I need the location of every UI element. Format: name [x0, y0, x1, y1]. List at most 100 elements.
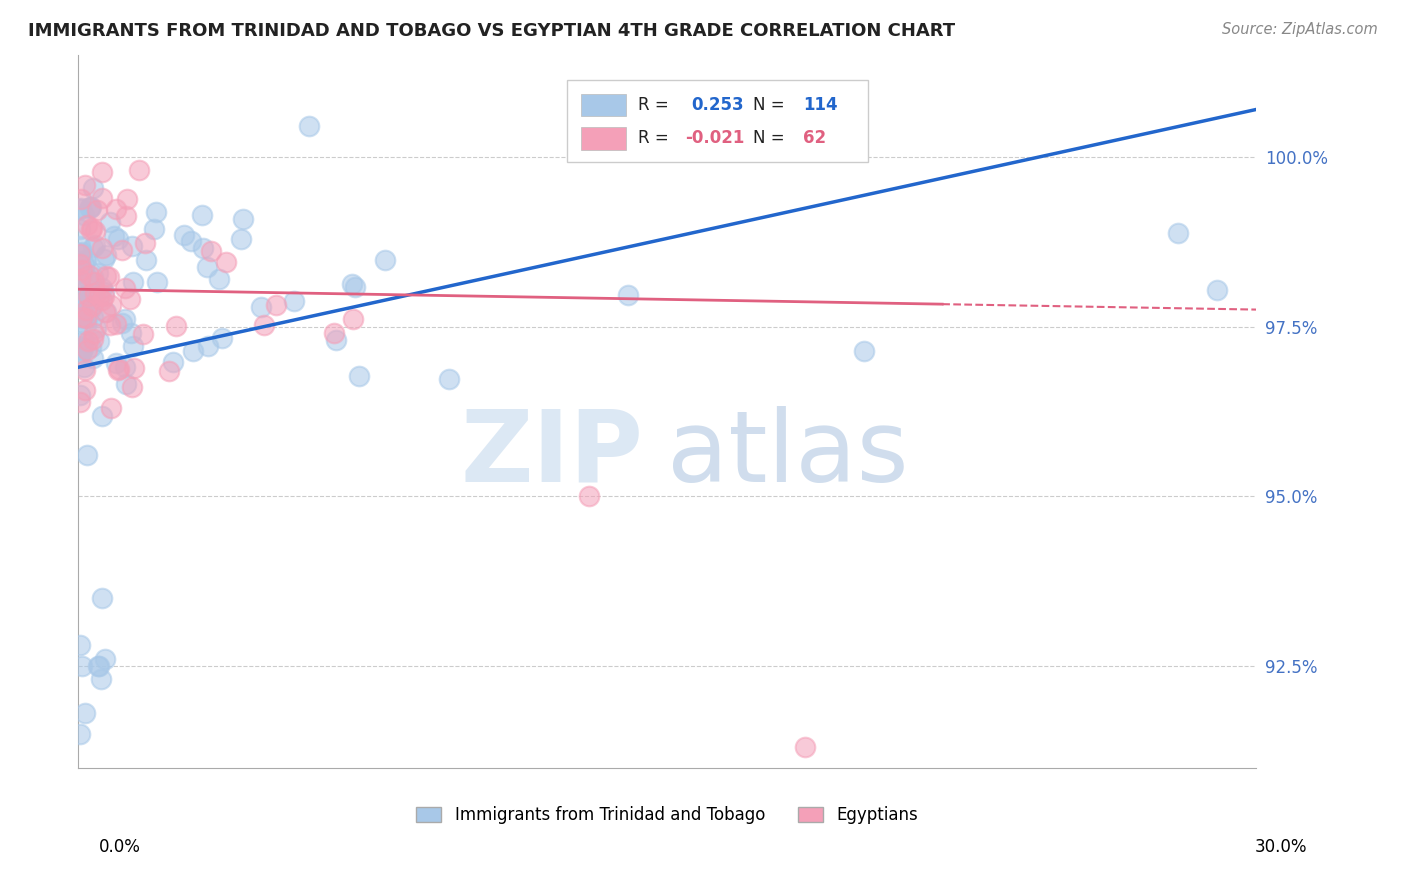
- Point: [69, 255, 91, 269]
- Point: [195, 260, 218, 274]
- Point: [114, 312, 136, 326]
- Point: [852, 344, 875, 359]
- Point: [145, 204, 167, 219]
- Point: [91, 293, 114, 308]
- Point: [69, 247, 91, 261]
- Point: [104, 202, 127, 217]
- Point: [82, 332, 104, 346]
- Point: [231, 232, 253, 246]
- Text: R =: R =: [638, 129, 673, 147]
- Point: [76, 343, 98, 357]
- FancyBboxPatch shape: [581, 127, 626, 150]
- Point: [437, 371, 460, 385]
- Point: [73, 208, 96, 222]
- Point: [69, 222, 91, 236]
- Point: [114, 359, 136, 374]
- Point: [344, 280, 367, 294]
- Point: [70, 192, 93, 206]
- Point: [214, 255, 236, 269]
- Point: [79, 340, 101, 354]
- Text: N =: N =: [754, 129, 790, 147]
- Point: [83, 275, 105, 289]
- Text: 0.0%: 0.0%: [98, 838, 141, 856]
- Point: [87, 658, 110, 673]
- Point: [211, 331, 233, 345]
- Point: [193, 241, 215, 255]
- Point: [82, 286, 104, 301]
- Point: [86, 658, 108, 673]
- Point: [322, 326, 344, 341]
- Point: [96, 304, 118, 318]
- Point: [120, 326, 142, 340]
- Point: [87, 289, 110, 303]
- Point: [340, 277, 363, 291]
- Point: [121, 380, 143, 394]
- Point: [69, 639, 91, 653]
- Point: [90, 241, 112, 255]
- Point: [86, 202, 108, 217]
- Point: [70, 658, 93, 673]
- Point: [82, 240, 104, 254]
- Point: [73, 256, 96, 270]
- Point: [76, 311, 98, 326]
- Text: ZIP: ZIP: [461, 406, 644, 502]
- Point: [69, 726, 91, 740]
- Point: [173, 228, 195, 243]
- Point: [197, 338, 219, 352]
- Point: [75, 295, 97, 310]
- Point: [69, 257, 91, 271]
- Point: [83, 326, 105, 340]
- Point: [578, 489, 600, 503]
- Point: [83, 224, 105, 238]
- Point: [91, 409, 114, 424]
- Point: [77, 268, 100, 283]
- Text: IMMIGRANTS FROM TRINIDAD AND TOBAGO VS EGYPTIAN 4TH GRADE CORRELATION CHART: IMMIGRANTS FROM TRINIDAD AND TOBAGO VS E…: [28, 22, 955, 40]
- Point: [253, 318, 276, 332]
- Point: [70, 244, 93, 259]
- Text: N =: N =: [754, 96, 790, 114]
- Point: [79, 303, 101, 318]
- Point: [232, 211, 254, 226]
- Point: [70, 262, 93, 277]
- Point: [69, 246, 91, 260]
- Point: [79, 223, 101, 237]
- Point: [94, 305, 117, 319]
- Point: [76, 219, 98, 233]
- Text: 114: 114: [803, 96, 838, 114]
- Point: [70, 343, 93, 358]
- Point: [82, 220, 104, 235]
- Point: [84, 285, 107, 300]
- Point: [98, 270, 121, 285]
- Point: [342, 311, 364, 326]
- Point: [79, 201, 101, 215]
- Point: [180, 234, 202, 248]
- Point: [108, 362, 131, 376]
- Point: [1206, 283, 1229, 297]
- Point: [90, 591, 112, 605]
- Point: [76, 448, 98, 462]
- Point: [200, 244, 222, 259]
- Point: [72, 333, 94, 347]
- Point: [298, 119, 321, 133]
- Point: [347, 369, 370, 384]
- Text: 30.0%: 30.0%: [1256, 838, 1308, 856]
- Point: [134, 235, 156, 250]
- Point: [94, 268, 117, 283]
- Point: [103, 229, 125, 244]
- Point: [190, 208, 212, 222]
- Point: [73, 360, 96, 375]
- Point: [69, 301, 91, 316]
- Point: [75, 303, 97, 318]
- Point: [114, 281, 136, 295]
- Point: [76, 334, 98, 349]
- Point: [162, 354, 184, 368]
- Point: [73, 178, 96, 192]
- Point: [80, 200, 103, 214]
- Point: [115, 192, 138, 206]
- Point: [69, 272, 91, 286]
- Point: [73, 258, 96, 272]
- Point: [69, 285, 91, 299]
- Point: [72, 310, 94, 324]
- Point: [93, 252, 115, 266]
- Point: [94, 248, 117, 262]
